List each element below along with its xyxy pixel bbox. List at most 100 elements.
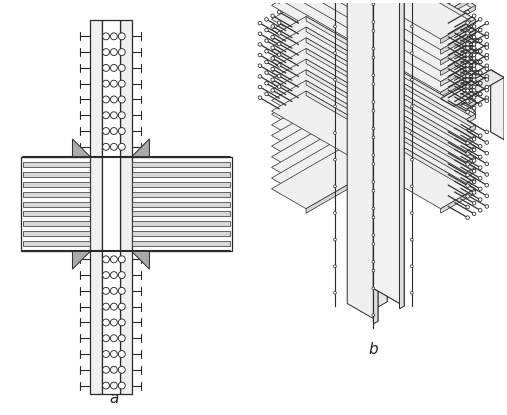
Circle shape <box>466 173 469 177</box>
Circle shape <box>102 49 110 56</box>
Bar <box>90 20 102 395</box>
Polygon shape <box>441 17 475 41</box>
Polygon shape <box>271 38 475 156</box>
Polygon shape <box>271 70 475 188</box>
Circle shape <box>485 35 489 39</box>
Circle shape <box>334 52 336 54</box>
Circle shape <box>111 64 117 71</box>
Circle shape <box>111 49 117 56</box>
Polygon shape <box>271 0 475 103</box>
Polygon shape <box>306 0 475 24</box>
Circle shape <box>485 183 489 187</box>
Polygon shape <box>441 62 475 86</box>
Circle shape <box>466 195 469 198</box>
Text: b: b <box>369 342 378 356</box>
Circle shape <box>372 110 375 112</box>
Circle shape <box>411 185 413 188</box>
Circle shape <box>372 260 375 263</box>
Circle shape <box>479 208 482 212</box>
Bar <box>23 172 90 177</box>
Bar <box>132 162 230 167</box>
Circle shape <box>485 162 489 166</box>
Circle shape <box>258 43 262 46</box>
Circle shape <box>271 67 274 71</box>
Polygon shape <box>306 27 475 129</box>
Circle shape <box>372 29 375 32</box>
Circle shape <box>485 194 489 198</box>
Polygon shape <box>373 0 404 306</box>
Circle shape <box>485 46 489 49</box>
Circle shape <box>258 32 262 36</box>
Polygon shape <box>347 0 378 321</box>
Bar <box>23 241 90 246</box>
Circle shape <box>473 89 476 92</box>
Circle shape <box>118 112 125 119</box>
Polygon shape <box>441 157 475 181</box>
Circle shape <box>473 67 476 71</box>
Polygon shape <box>306 0 475 65</box>
Circle shape <box>485 96 489 100</box>
Circle shape <box>118 256 125 263</box>
Circle shape <box>466 141 469 145</box>
Circle shape <box>485 88 489 92</box>
Circle shape <box>473 159 476 162</box>
Circle shape <box>466 46 469 50</box>
Circle shape <box>271 56 274 60</box>
Circle shape <box>473 106 476 110</box>
Circle shape <box>111 33 117 40</box>
Circle shape <box>485 205 489 208</box>
Polygon shape <box>306 0 475 44</box>
Polygon shape <box>441 51 475 76</box>
Circle shape <box>265 49 268 53</box>
Circle shape <box>111 96 117 103</box>
Bar <box>120 20 132 395</box>
Circle shape <box>111 80 117 87</box>
Circle shape <box>479 144 482 148</box>
Circle shape <box>473 191 476 194</box>
Circle shape <box>258 85 262 89</box>
Circle shape <box>334 212 336 214</box>
Circle shape <box>466 205 469 209</box>
Polygon shape <box>271 27 475 145</box>
Circle shape <box>479 28 482 32</box>
Circle shape <box>473 35 476 39</box>
Polygon shape <box>271 17 475 134</box>
Polygon shape <box>271 49 475 166</box>
Polygon shape <box>271 0 475 71</box>
Circle shape <box>479 71 482 74</box>
Circle shape <box>479 166 482 169</box>
Circle shape <box>277 74 281 78</box>
Circle shape <box>118 366 125 373</box>
Circle shape <box>372 3 375 6</box>
Polygon shape <box>306 0 475 34</box>
Polygon shape <box>441 49 475 73</box>
Circle shape <box>118 351 125 357</box>
Polygon shape <box>306 0 475 56</box>
Circle shape <box>485 56 489 60</box>
Polygon shape <box>271 0 475 93</box>
Circle shape <box>485 78 489 81</box>
Circle shape <box>411 238 413 241</box>
Polygon shape <box>271 59 475 177</box>
Circle shape <box>111 335 117 342</box>
Polygon shape <box>441 0 475 10</box>
Circle shape <box>479 155 482 159</box>
Polygon shape <box>306 0 475 86</box>
Bar <box>23 162 90 167</box>
Polygon shape <box>441 27 475 51</box>
Circle shape <box>372 207 375 210</box>
Circle shape <box>271 89 274 92</box>
Circle shape <box>372 189 375 192</box>
Circle shape <box>277 63 281 67</box>
Circle shape <box>479 49 482 53</box>
Polygon shape <box>306 0 475 45</box>
Circle shape <box>102 80 110 87</box>
Circle shape <box>271 24 274 28</box>
Polygon shape <box>306 49 475 151</box>
Bar <box>23 231 90 236</box>
Polygon shape <box>441 72 475 97</box>
Circle shape <box>466 78 469 82</box>
Bar <box>132 221 230 226</box>
Circle shape <box>479 81 482 85</box>
Circle shape <box>479 134 482 137</box>
